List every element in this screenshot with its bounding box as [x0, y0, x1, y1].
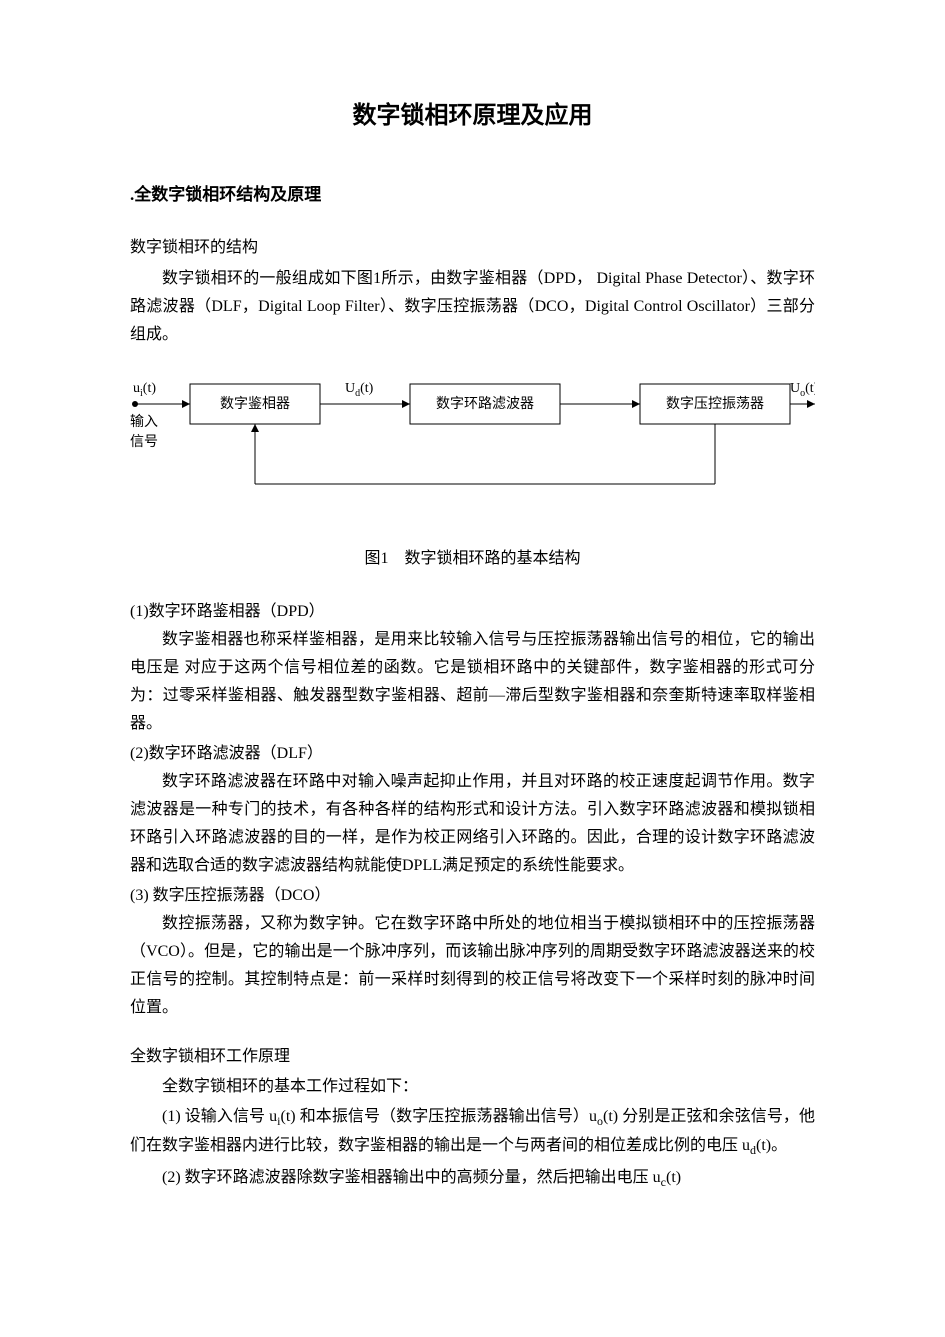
intro-paragraph: 数字锁相环的一般组成如下图1所示，由数字鉴相器（DPD， Digital Pha…	[130, 265, 815, 349]
principle-step1: (1) 设输入信号 ui(t) 和本振信号（数字压控振荡器输出信号）uo(t) …	[130, 1103, 815, 1161]
item2-heading: (2)数字环路滤波器（DLF）	[130, 740, 815, 768]
arrowhead-1	[182, 400, 190, 408]
principle-step2: (2) 数字环路滤波器除数字鉴相器输出中的高频分量，然后把输出电压 uc(t)	[130, 1164, 815, 1193]
label-input-2: 信号	[130, 434, 158, 450]
block-diagram: 数字鉴相器 数字环路滤波器 数字压控振荡器 ui(t) 输入 信号 Ud(t) …	[130, 364, 815, 524]
arrowhead-feedback	[251, 424, 259, 432]
item3-heading: (3) 数字压控振荡器（DCO）	[130, 882, 815, 910]
arrowhead-out	[807, 400, 815, 408]
label-input-1: 输入	[130, 414, 158, 430]
flowchart-svg: 数字鉴相器 数字环路滤波器 数字压控振荡器 ui(t) 输入 信号 Ud(t) …	[130, 364, 815, 524]
label-ui: ui(t)	[133, 381, 156, 399]
principle-heading: 全数字锁相环工作原理	[130, 1044, 815, 1070]
figure-caption: 图1 数字锁相环路的基本结构	[130, 544, 815, 568]
section-heading: .全数字锁相环结构及原理	[130, 180, 815, 205]
label-uo: Uo(t)	[790, 381, 815, 399]
box-dco-label: 数字压控振荡器	[666, 396, 764, 412]
principle-intro: 全数字锁相环的基本工作过程如下：	[130, 1073, 815, 1101]
box-dpd-label: 数字鉴相器	[220, 396, 290, 412]
page-title: 数字锁相环原理及应用	[130, 95, 815, 130]
spacer	[130, 1024, 815, 1044]
item3-body: 数控振荡器，又称为数字钟。它在数字环路中所处的地位相当于模拟锁相环中的压控振荡器…	[130, 910, 815, 1022]
arrowhead-3	[632, 400, 640, 408]
item1-heading: (1)数字环路鉴相器（DPD）	[130, 598, 815, 626]
arrowhead-2	[402, 400, 410, 408]
item1-body: 数字鉴相器也称采样鉴相器，是用来比较输入信号与压控振荡器输出信号的相位，它的输出…	[130, 626, 815, 738]
label-ud: Ud(t)	[345, 381, 374, 399]
item2-body: 数字环路滤波器在环路中对输入噪声起抑止作用，并且对环路的校正速度起调节作用。数字…	[130, 768, 815, 880]
subsection-heading-structure: 数字锁相环的结构	[130, 235, 815, 261]
box-dlf-label: 数字环路滤波器	[436, 396, 534, 412]
